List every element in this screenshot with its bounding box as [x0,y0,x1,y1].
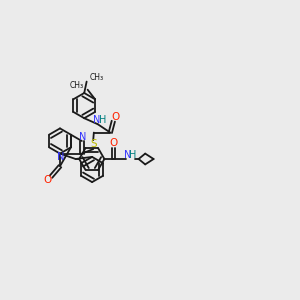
Text: CH₃: CH₃ [70,81,84,90]
Text: S: S [91,139,97,149]
Text: N: N [124,150,131,160]
Text: N: N [57,152,64,162]
Text: H: H [99,115,107,125]
Text: N: N [92,115,100,125]
Text: O: O [112,112,120,122]
Text: O: O [43,175,52,185]
Text: N: N [79,132,86,142]
Text: O: O [109,138,118,148]
Text: CH₃: CH₃ [90,73,104,82]
Text: H: H [129,150,136,160]
